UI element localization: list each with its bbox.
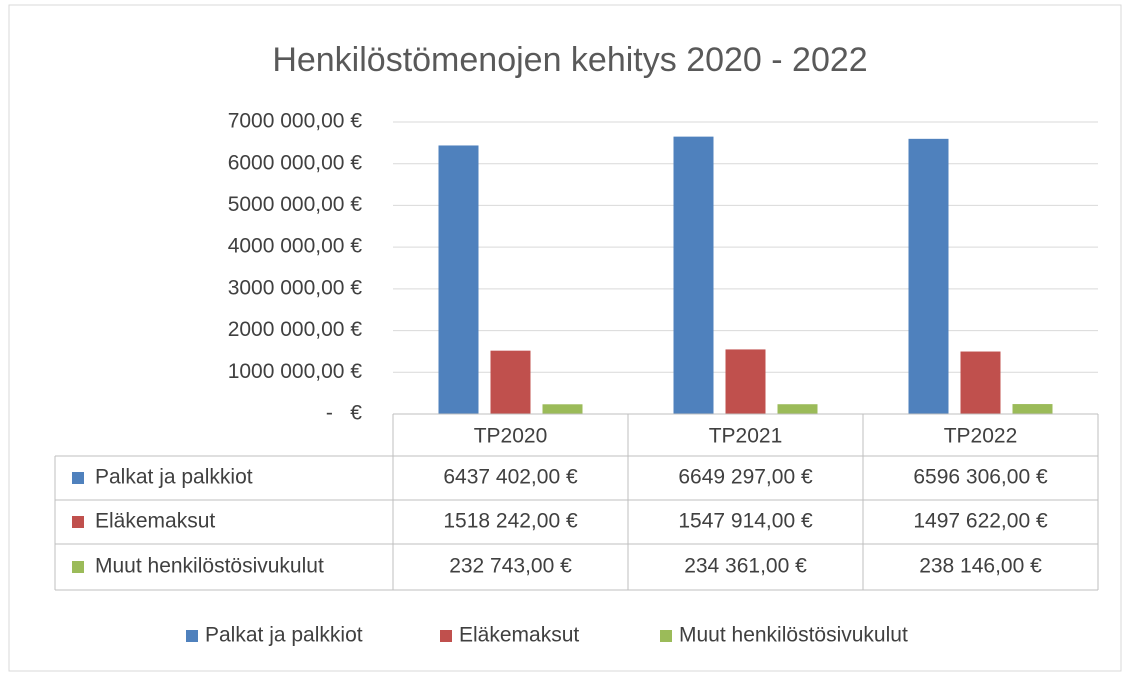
- legend-key: [186, 630, 198, 642]
- data-label: 1497 622,00 €: [913, 510, 1048, 533]
- y-tick-label: 4000 000,00 €: [228, 235, 363, 258]
- bar: [777, 404, 818, 414]
- y-tick-label: 6000 000,00 €: [228, 151, 363, 174]
- chart-title: Henkilöstömenojen kehitys 2020 - 2022: [272, 41, 867, 79]
- data-label: 1547 914,00 €: [678, 510, 813, 533]
- bar: [960, 351, 1001, 414]
- series-name: Eläkemaksut: [95, 510, 215, 533]
- y-tick-label: 3000 000,00 €: [228, 276, 363, 299]
- data-label: 6437 402,00 €: [443, 466, 578, 489]
- legend-key: [72, 561, 84, 573]
- data-label: 6649 297,00 €: [678, 466, 813, 489]
- y-tick-label: 2000 000,00 €: [228, 318, 363, 341]
- bar: [438, 145, 479, 414]
- series-name: Palkat ja palkkiot: [95, 466, 253, 489]
- legend-label: Palkat ja palkkiot: [205, 624, 363, 647]
- data-label: 234 361,00 €: [684, 555, 807, 578]
- series-name: Muut henkilöstösivukulut: [95, 555, 324, 578]
- data-label: 1518 242,00 €: [443, 510, 578, 533]
- y-tick-label: 1000 000,00 €: [228, 360, 363, 383]
- legend-label: Eläkemaksut: [459, 624, 579, 647]
- legend-label: Muut henkilöstösivukulut: [679, 624, 908, 647]
- x-tick-label: TP2021: [709, 425, 783, 448]
- y-tick-label: 5000 000,00 €: [228, 193, 363, 216]
- data-label: 238 146,00 €: [919, 555, 1042, 578]
- bar: [1012, 404, 1053, 414]
- legend-key: [440, 630, 452, 642]
- bar: [542, 404, 583, 414]
- y-tick-label: - €: [326, 402, 362, 425]
- legend-key: [660, 630, 672, 642]
- data-label: 232 743,00 €: [449, 555, 572, 578]
- bar: [673, 136, 714, 414]
- bar: [908, 138, 949, 414]
- data-label: 6596 306,00 €: [913, 466, 1048, 489]
- bar: [490, 350, 531, 414]
- x-tick-label: TP2022: [944, 425, 1018, 448]
- y-tick-label: 7000 000,00 €: [228, 110, 363, 133]
- bar: [725, 349, 766, 414]
- legend-key: [72, 516, 84, 528]
- legend-key: [72, 472, 84, 484]
- x-tick-label: TP2020: [474, 425, 548, 448]
